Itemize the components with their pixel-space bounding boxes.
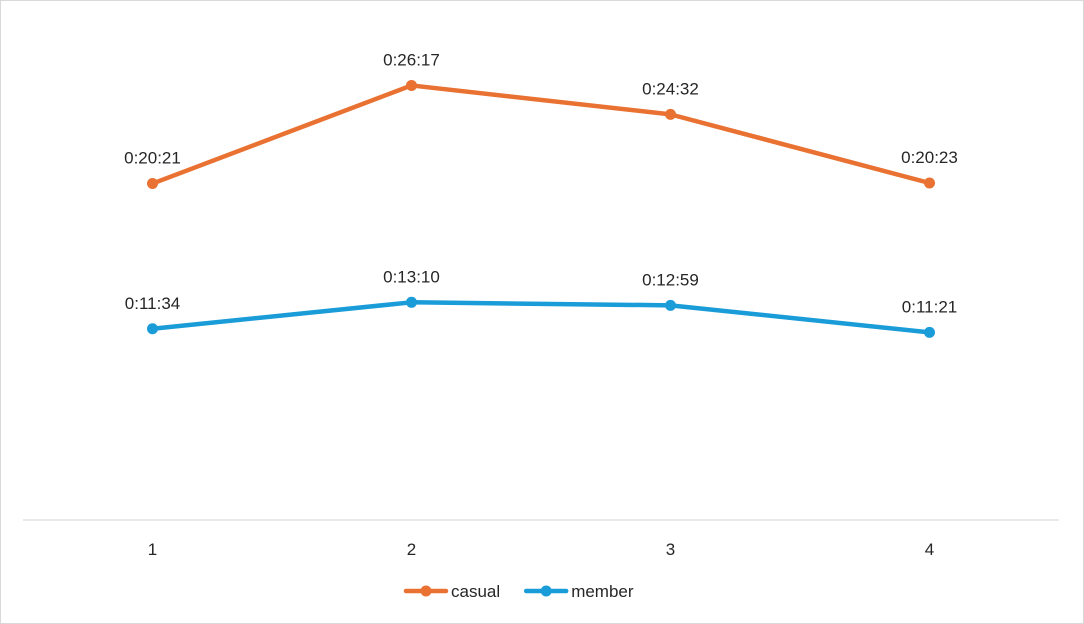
- legend-label-casual: casual: [451, 582, 500, 601]
- x-tick-label-4: 4: [925, 540, 934, 559]
- data-label-member-1: 0:11:34: [125, 294, 180, 313]
- data-point-member-4: [924, 326, 935, 338]
- data-point-casual-1: [147, 178, 158, 190]
- data-point-casual-3: [665, 108, 676, 120]
- data-label-casual-2: 0:26:17: [383, 50, 440, 69]
- data-point-casual-4: [924, 177, 935, 189]
- data-label-casual-4: 0:20:23: [901, 148, 958, 167]
- data-label-casual-3: 0:24:32: [642, 79, 699, 98]
- series-line-member: [150, 300, 932, 335]
- legend-item-casual: casual: [403, 582, 500, 601]
- data-label-member-3: 0:12:59: [642, 270, 699, 289]
- x-tick-label-1: 1: [148, 540, 157, 559]
- legend-swatch-marker-member: [540, 585, 552, 597]
- series-line-casual: [150, 83, 932, 186]
- data-point-member-2: [406, 296, 417, 308]
- legend-label-member: member: [571, 582, 634, 601]
- data-point-member-3: [665, 299, 676, 311]
- data-label-member-4: 0:11:21: [902, 297, 957, 316]
- x-tick-label-2: 2: [407, 540, 416, 559]
- legend-item-member: member: [523, 582, 634, 601]
- legend-swatch-marker-casual: [420, 585, 432, 597]
- data-label-casual-1: 0:20:21: [124, 149, 181, 168]
- data-point-casual-2: [406, 79, 417, 91]
- data-point-member-1: [147, 323, 158, 335]
- x-tick-label-3: 3: [666, 540, 675, 559]
- data-label-member-2: 0:13:10: [383, 267, 440, 286]
